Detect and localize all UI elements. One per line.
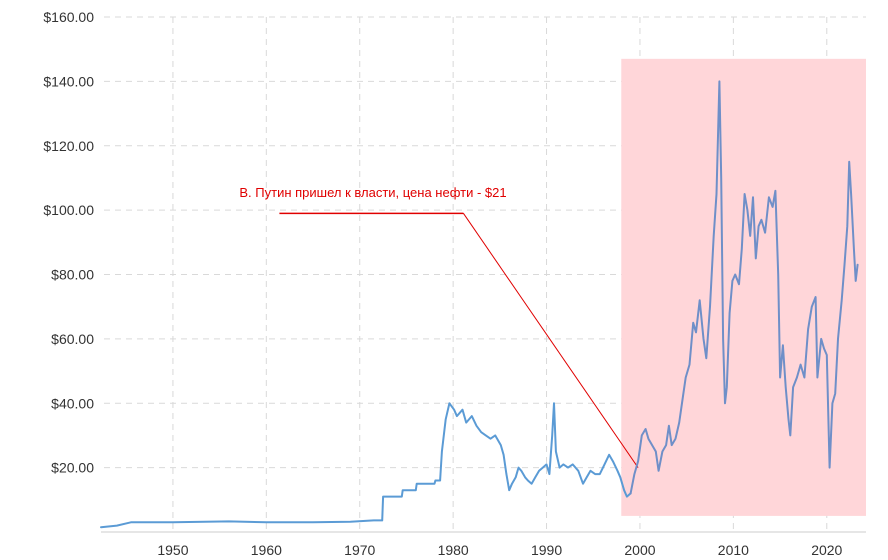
- x-tick-label: 1980: [438, 542, 469, 558]
- x-tick-label: 1950: [157, 542, 188, 558]
- price-line-series-2: [629, 80, 859, 495]
- annotation-text: В. Путин пришел к власти, цена нефти - $…: [239, 185, 506, 200]
- y-tick-label: $40.00: [51, 395, 94, 411]
- x-tick-label: 2020: [811, 542, 842, 558]
- y-tick-label: $160.00: [43, 9, 94, 25]
- x-tick-label: 2000: [624, 542, 655, 558]
- x-tick-label: 2010: [718, 542, 749, 558]
- y-tick-label: $80.00: [51, 267, 94, 283]
- axes: $20.00 $40.00 $60.00 $80.00 $100.00 $120.00 $1…: [43, 9, 866, 558]
- y-tick-label: $120.00: [43, 138, 94, 154]
- y-tick-label: $60.00: [51, 331, 94, 347]
- x-tick-label: 1960: [251, 542, 282, 558]
- y-tick-label: $140.00: [43, 73, 94, 89]
- x-tick-label: 1970: [344, 542, 375, 558]
- annotation-leader-diagonal: [463, 213, 639, 468]
- y-tick-label: $20.00: [51, 460, 94, 476]
- x-tick-label: 1990: [531, 542, 562, 558]
- series-layer: [100, 80, 859, 529]
- grid: [104, 16, 866, 532]
- y-tick-label: $100.00: [43, 202, 94, 218]
- price-line-series-1: [100, 402, 632, 529]
- putin-era-highlight: [621, 58, 866, 516]
- annotation-group: В. Путин пришел к власти, цена нефти - $…: [239, 185, 639, 468]
